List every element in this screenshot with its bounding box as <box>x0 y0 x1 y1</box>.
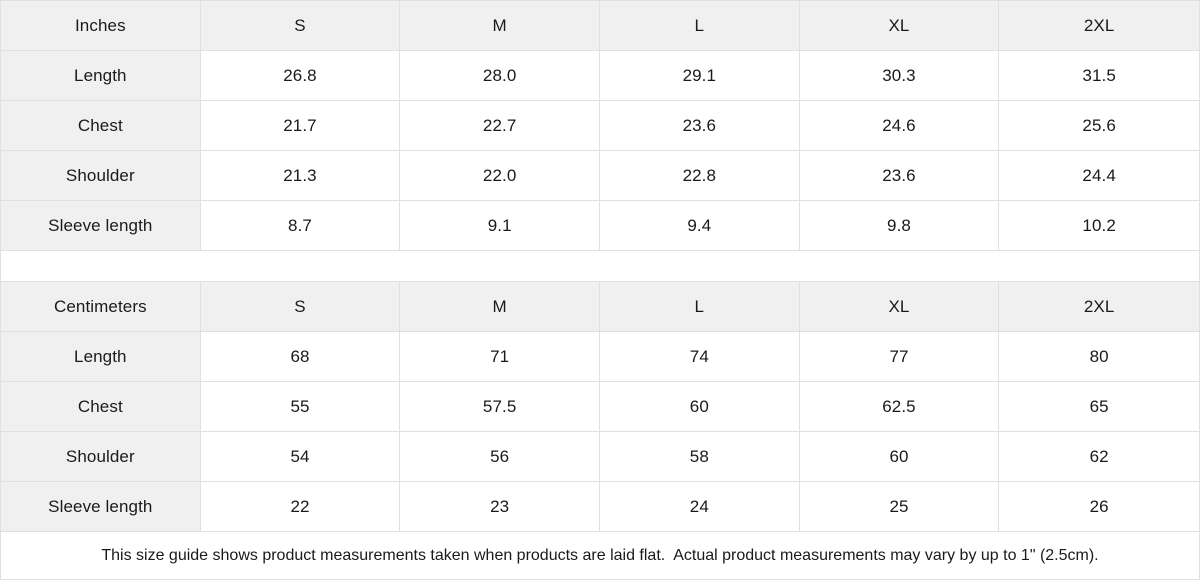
measurement-cell: 23.6 <box>799 151 1000 201</box>
table-separator <box>1 251 1199 281</box>
measurement-cell: 77 <box>799 332 1000 382</box>
size-table-centimeters: Centimeters S M L XL 2XL Length 68 71 74… <box>1 281 1199 532</box>
measurement-cell: 21.7 <box>200 101 401 151</box>
row-label: Sleeve length <box>1 201 201 251</box>
row-label: Length <box>1 332 201 382</box>
size-header: S <box>200 1 401 51</box>
measurement-cell: 24 <box>600 482 800 532</box>
measurement-cell: 21.3 <box>200 151 401 201</box>
unit-header: Centimeters <box>1 282 201 332</box>
measurement-cell: 28.0 <box>400 51 600 101</box>
measurement-cell: 26 <box>999 482 1199 532</box>
size-header: L <box>600 282 800 332</box>
measurement-cell: 62 <box>999 432 1199 482</box>
measurement-cell: 56 <box>400 432 600 482</box>
measurement-cell: 22.0 <box>400 151 600 201</box>
measurement-cell: 9.8 <box>799 201 1000 251</box>
row-label: Shoulder <box>1 432 201 482</box>
measurement-cell: 54 <box>200 432 401 482</box>
size-header: 2XL <box>999 1 1199 51</box>
measurement-cell: 55 <box>200 382 401 432</box>
row-label: Shoulder <box>1 151 201 201</box>
size-header: 2XL <box>999 282 1199 332</box>
measurement-cell: 23.6 <box>600 101 800 151</box>
size-header: M <box>400 282 600 332</box>
size-header: XL <box>799 1 1000 51</box>
measurement-cell: 80 <box>999 332 1199 382</box>
measurement-cell: 26.8 <box>200 51 401 101</box>
measurement-cell: 29.1 <box>600 51 800 101</box>
measurement-cell: 22.8 <box>600 151 800 201</box>
size-header: L <box>600 1 800 51</box>
measurement-cell: 23 <box>400 482 600 532</box>
measurement-cell: 9.1 <box>400 201 600 251</box>
measurement-cell: 24.6 <box>799 101 1000 151</box>
measurement-cell: 60 <box>799 432 1000 482</box>
unit-header: Inches <box>1 1 201 51</box>
measurement-cell: 25.6 <box>999 101 1199 151</box>
size-header: M <box>400 1 600 51</box>
measurement-cell: 25 <box>799 482 1000 532</box>
measurement-cell: 24.4 <box>999 151 1199 201</box>
measurement-cell: 65 <box>999 382 1199 432</box>
row-label: Sleeve length <box>1 482 201 532</box>
size-guide-note: This size guide shows product measuremen… <box>1 532 1199 579</box>
measurement-cell: 57.5 <box>400 382 600 432</box>
measurement-cell: 31.5 <box>999 51 1199 101</box>
row-label: Chest <box>1 382 201 432</box>
size-table-inches: Inches S M L XL 2XL Length 26.8 28.0 29.… <box>1 1 1199 251</box>
row-label: Length <box>1 51 201 101</box>
measurement-cell: 8.7 <box>200 201 401 251</box>
measurement-cell: 30.3 <box>799 51 1000 101</box>
measurement-cell: 22.7 <box>400 101 600 151</box>
measurement-cell: 60 <box>600 382 800 432</box>
measurement-cell: 22 <box>200 482 401 532</box>
measurement-cell: 10.2 <box>999 201 1199 251</box>
size-header: S <box>200 282 401 332</box>
row-label: Chest <box>1 101 201 151</box>
measurement-cell: 62.5 <box>799 382 1000 432</box>
measurement-cell: 74 <box>600 332 800 382</box>
measurement-cell: 68 <box>200 332 401 382</box>
measurement-cell: 58 <box>600 432 800 482</box>
measurement-cell: 9.4 <box>600 201 800 251</box>
size-header: XL <box>799 282 1000 332</box>
measurement-cell: 71 <box>400 332 600 382</box>
